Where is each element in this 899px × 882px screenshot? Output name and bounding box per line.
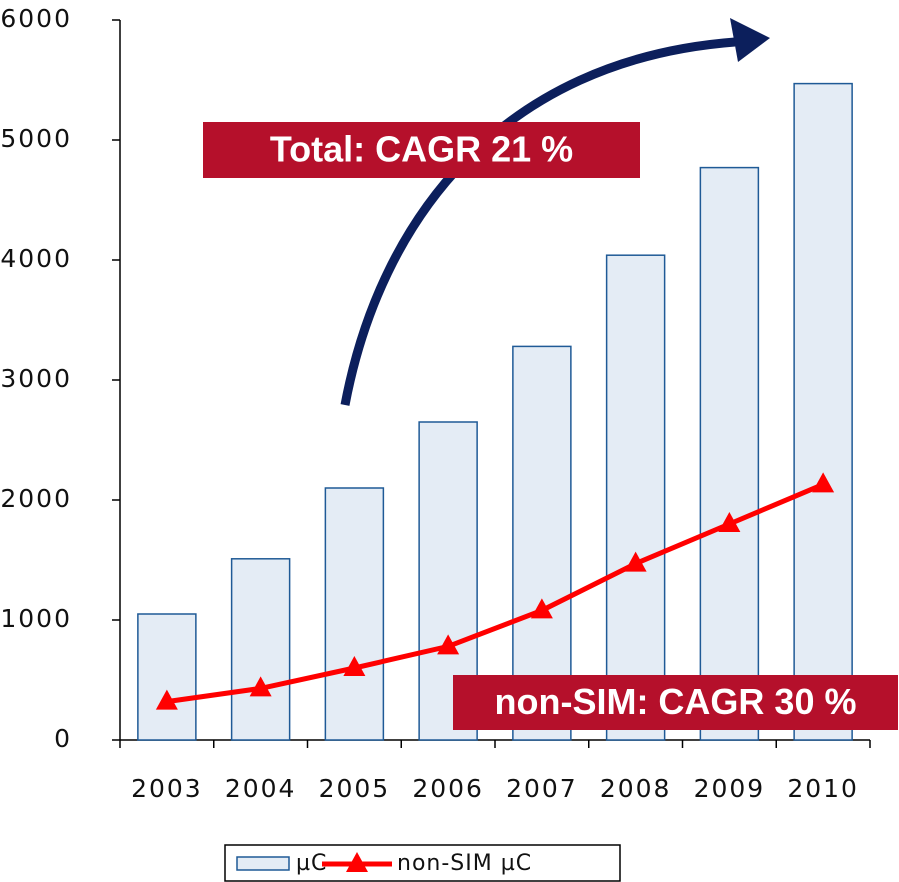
- x-tick-label: 2003: [131, 774, 203, 803]
- x-tick-label: 2010: [787, 774, 859, 803]
- line-marker: [249, 676, 272, 697]
- bar: [137, 613, 197, 741]
- legend-label: µC: [296, 851, 327, 876]
- bar: [699, 166, 760, 741]
- annotation-box: [453, 675, 898, 730]
- annotation-text: Total: CAGR 21 %: [270, 129, 573, 170]
- y-tick-label: 5000: [0, 124, 72, 153]
- y-tick-label: 2000: [0, 484, 72, 513]
- line-marker: [343, 656, 366, 676]
- legend-label: non-SIM µC: [397, 851, 532, 876]
- x-tick-label: 2005: [319, 774, 391, 803]
- legend: µC non-SIM µC: [224, 844, 621, 882]
- bar: [512, 345, 572, 741]
- annotation-text: non-SIM: CAGR 30 %: [494, 681, 856, 722]
- x-tick-label: 2009: [694, 774, 766, 803]
- bar: [324, 487, 385, 741]
- legend-frame: [224, 844, 621, 882]
- y-tick-label: 6000: [0, 4, 72, 33]
- annotation-box: [203, 122, 640, 178]
- bar: [793, 82, 853, 741]
- legend-marker: [346, 852, 368, 872]
- line-marker: [812, 472, 835, 493]
- y-tick-label: 1000: [0, 604, 72, 633]
- annotations: Total: CAGR 21 % non-SIM: CAGR 30 %: [203, 122, 898, 730]
- y-tick-label: 3000: [0, 364, 72, 393]
- line-marker: [624, 551, 647, 572]
- bar: [605, 254, 666, 741]
- y-tick-label: 0: [54, 724, 72, 753]
- x-tick-label: 2007: [506, 774, 578, 803]
- x-tick-label: 2004: [225, 774, 297, 803]
- line-marker: [155, 689, 178, 710]
- y-tick-label: 4000: [0, 244, 72, 273]
- x-tick-label: 2008: [600, 774, 672, 803]
- line-marker: [437, 634, 460, 655]
- x-tick-label: 2006: [412, 774, 484, 803]
- bar: [230, 558, 291, 741]
- line-marker: [718, 512, 741, 532]
- legend-swatch: [236, 856, 290, 871]
- line-marker: [530, 598, 553, 619]
- plot-area: 0 1000 2000 3000 4000 5000 6000 2003 2004 2005 200…: [0, 4, 871, 803]
- line: [166, 482, 825, 705]
- arrow-head: [730, 18, 770, 62]
